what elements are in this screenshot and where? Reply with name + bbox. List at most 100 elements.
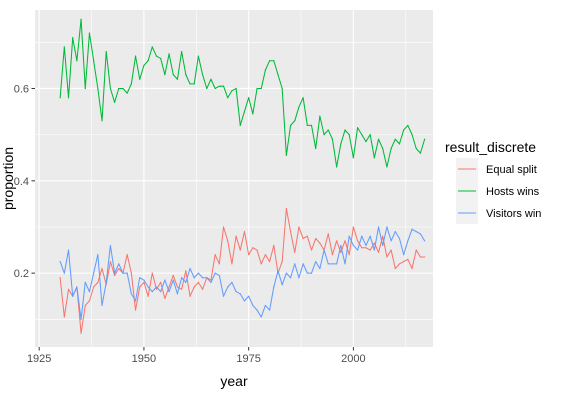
data-point [130,83,132,85]
data-point [289,124,292,127]
data-point [277,270,279,272]
data-point [390,249,392,251]
data-point [63,46,65,48]
data-point [176,286,179,288]
data-point [382,235,384,237]
data-point [394,230,396,233]
series-line [59,18,426,168]
x-axis-title: year [220,373,248,389]
data-point [365,140,367,143]
data-point [139,277,141,279]
data-point [394,138,396,140]
data-point [151,46,153,48]
data-point [411,228,413,230]
data-point [281,261,283,263]
data-point [101,267,103,270]
data-point [218,263,220,265]
data-point [294,251,296,253]
data-point [155,288,158,290]
data-point [356,240,359,242]
data-point [407,258,409,260]
data-point [411,267,413,270]
data-point [340,244,342,247]
major-gridlines [35,10,433,347]
data-point [201,74,204,76]
data-point [403,261,405,263]
data-point [403,129,405,131]
data-point [134,300,137,302]
y-tick-label: 0.4 [14,176,29,188]
data-point [227,240,229,242]
data-point [369,235,371,237]
data-point [172,274,174,277]
data-point [269,261,271,263]
data-point [201,288,204,290]
data-point [176,78,179,80]
data-point [235,291,237,293]
data-point [101,120,103,122]
data-point [361,247,363,249]
data-point [206,87,208,90]
data-point [344,240,346,242]
data-point [164,297,166,300]
data-point [306,235,308,237]
data-point [151,291,153,293]
data-point [264,254,267,256]
data-point [93,60,95,62]
data-point [189,83,191,85]
data-point [424,240,426,242]
data-point [302,97,304,99]
data-point [327,263,329,265]
data-point [193,83,195,85]
data-point [340,251,342,253]
data-point [260,263,262,265]
data-point [218,274,220,277]
series-line [59,207,425,334]
data-point [319,267,321,270]
data-point [67,288,70,290]
data-point [331,254,334,256]
data-point [424,256,426,258]
data-point [252,113,254,115]
data-point [181,288,183,290]
data-point [88,291,91,293]
data-point [239,293,241,295]
data-point [415,147,417,150]
data-point [310,249,313,251]
data-point [281,284,283,286]
data-point [214,254,216,256]
data-point [415,230,417,233]
data-point [407,124,409,127]
data-point [298,226,300,228]
data-point [168,286,170,288]
legend-label: Hosts wins [486,186,540,198]
series-equal-split [59,207,426,334]
data-point [373,157,375,159]
data-point [398,237,401,240]
data-point [59,261,61,263]
data-point [143,279,145,281]
data-point [172,279,174,281]
data-point [160,291,162,293]
data-point [109,261,112,263]
plot-panel [35,10,433,347]
data-point [84,87,86,90]
data-point [93,286,95,288]
data-point [243,300,246,302]
data-point [273,244,275,247]
data-point [336,166,338,168]
data-point [348,235,350,237]
data-point [369,134,371,136]
data-point [302,263,304,265]
data-point [386,226,388,228]
data-point [377,226,380,228]
data-point [130,272,132,274]
data-point [118,263,120,265]
data-point [181,277,183,279]
data-point [231,263,233,265]
data-point [277,74,279,76]
data-point [386,256,388,258]
data-point [306,272,308,274]
data-point [168,291,170,293]
data-point [63,316,65,318]
